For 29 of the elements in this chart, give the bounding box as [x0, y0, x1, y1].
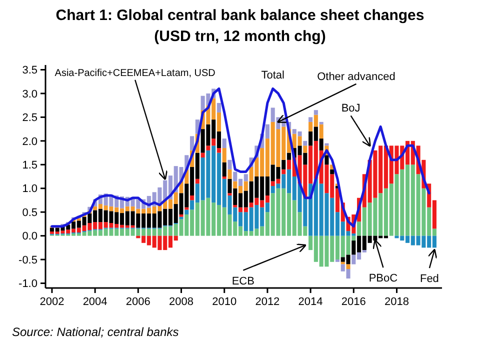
- x-tick-label: 2004: [82, 296, 108, 308]
- y-tick-label: -1.0: [18, 278, 38, 290]
- annotation: BoJ: [341, 102, 360, 115]
- x-tick-label: 2018: [384, 296, 409, 308]
- x-tick-label: 2006: [126, 296, 150, 308]
- y-tick-label: 2.0: [22, 136, 38, 148]
- x-tick-label: 2016: [341, 296, 366, 308]
- annotation: PBoC: [368, 272, 398, 285]
- source-note: Source: National; central banks: [12, 325, 179, 339]
- y-tick-label: 1.0: [22, 183, 38, 196]
- y-tick-label: -0.5: [18, 254, 38, 266]
- chart-subtitle: (USD trn, 12 month chg): [154, 28, 326, 45]
- x-tick-label: 2014: [298, 296, 323, 308]
- y-tick-label: 2.5: [22, 112, 38, 124]
- chart-title: Chart 1: Global central bank balance sheet changes: [56, 7, 424, 24]
- annotation: Fed: [420, 273, 439, 286]
- y-tick-label: 3.5: [22, 64, 38, 77]
- annotation: Total: [261, 69, 284, 82]
- x-tick-label: 2010: [212, 296, 237, 308]
- y-tick-label: 0.0: [22, 230, 38, 243]
- annotation: Asia-Pacific+CEEMEA+Latam, USD: [54, 68, 216, 79]
- y-tick-label: 3.0: [22, 88, 38, 100]
- annotation: ECB: [232, 275, 254, 288]
- y-tick-label: 0.5: [22, 206, 38, 219]
- x-tick-label: 2008: [169, 296, 194, 308]
- x-tick-label: 2002: [40, 296, 64, 308]
- y-tick-label: 1.5: [22, 159, 38, 172]
- annotation: Other advanced: [317, 70, 396, 83]
- x-tick-label: 2012: [255, 296, 280, 308]
